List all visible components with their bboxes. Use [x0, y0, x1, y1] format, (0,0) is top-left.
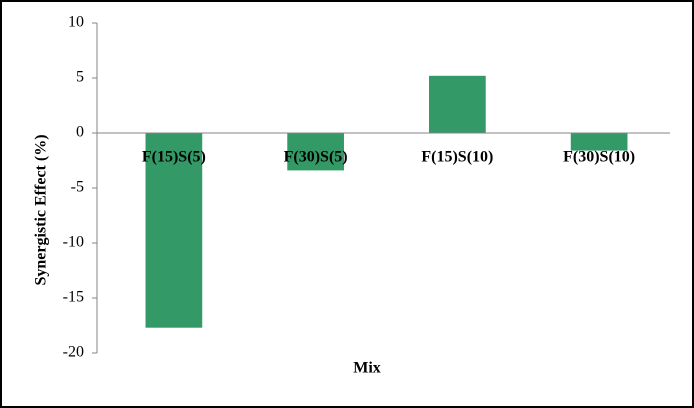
x-tick-label: F(15)S(5)	[142, 149, 206, 166]
y-tick-label: -20	[63, 344, 84, 361]
bar	[287, 133, 344, 171]
bar	[570, 133, 628, 151]
x-tick-label: F(30)S(5)	[284, 149, 348, 166]
x-tick-label: F(15)S(10)	[421, 149, 493, 166]
y-tick-label: -5	[71, 179, 84, 196]
y-tick-label: 5	[76, 69, 84, 86]
y-tick-label: -15	[63, 289, 84, 306]
y-tick-label: 0	[76, 124, 84, 141]
y-tick-label: 10	[68, 14, 84, 31]
bar	[145, 133, 203, 328]
y-tick-label: -10	[63, 234, 84, 251]
x-tick-label: F(30)S(10)	[563, 149, 635, 166]
x-axis-label: Mix	[353, 360, 381, 377]
y-axis-label: Synergistic Effect (%)	[33, 134, 50, 285]
bar	[429, 75, 486, 133]
